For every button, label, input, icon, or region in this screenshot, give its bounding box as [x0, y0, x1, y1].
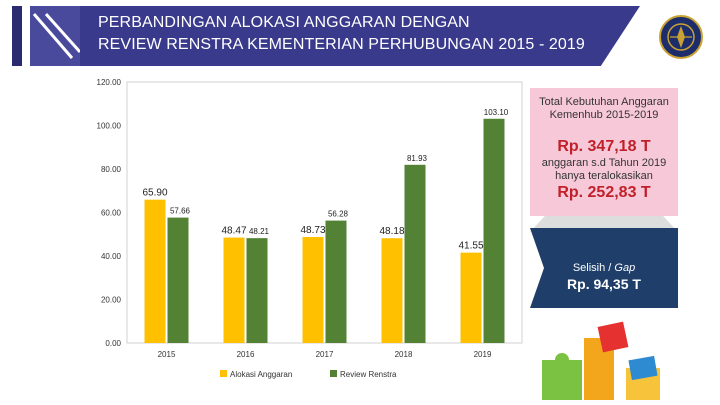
y-tick-label: 80.00	[101, 165, 122, 174]
gap-label-italic: Gap	[614, 262, 636, 274]
y-tick-label: 120.00	[97, 78, 122, 87]
data-label: 48.21	[249, 227, 270, 236]
y-tick-label: 40.00	[101, 252, 122, 261]
gap-label: Selisih / Gap	[530, 262, 678, 275]
legend: Alokasi Anggaran Review Renstra	[220, 370, 397, 379]
y-tick-label: 0.00	[105, 339, 121, 348]
y-tick-label: 100.00	[97, 122, 122, 131]
data-label: 48.73	[300, 225, 325, 236]
data-label: 41.55	[458, 241, 483, 252]
x-axis: 2015 2016 2017 2018 2019	[158, 350, 492, 359]
bar-renstra-2019	[483, 118, 505, 343]
total-budget-label: Total Kebutuhan Anggaran Kemenhub 2015-2…	[539, 96, 669, 121]
y-tick-label: 20.00	[101, 296, 122, 305]
bar-renstra-2015	[167, 217, 189, 343]
bar-alokasi-2017	[302, 237, 324, 343]
x-tick-label: 2017	[316, 350, 334, 359]
title-banner	[80, 6, 640, 66]
bar-alokasi-2016	[223, 237, 245, 343]
x-tick-label: 2018	[395, 350, 413, 359]
puzzle-illustration-icon	[542, 321, 660, 400]
legend-label: Review Renstra	[340, 370, 397, 379]
bar-alokasi-2019	[460, 252, 482, 343]
data-label: 103.10	[484, 108, 509, 117]
ministry-logo-icon	[659, 15, 703, 59]
legend-swatch	[330, 370, 337, 377]
data-label: 65.90	[142, 188, 167, 199]
x-tick-label: 2015	[158, 350, 176, 359]
allocated-value: Rp. 252,83 T	[557, 184, 651, 201]
x-tick-label: 2019	[474, 350, 492, 359]
legend-label: Alokasi Anggaran	[230, 370, 292, 379]
total-budget-panel	[530, 88, 678, 216]
data-label: 81.93	[407, 154, 428, 163]
bar-renstra-2017	[325, 220, 347, 343]
y-tick-label: 60.00	[101, 209, 122, 218]
gap-value: Rp. 94,35 T	[567, 276, 641, 292]
data-label: 57.66	[170, 207, 191, 216]
gap-label-prefix: Selisih /	[572, 262, 615, 274]
legend-swatch	[220, 370, 227, 377]
title-line-1: PERBANDINGAN ALOKASI ANGGARAN DENGAN	[98, 14, 470, 31]
bar-alokasi-2015	[144, 199, 166, 343]
total-budget-value: Rp. 347,18 T	[557, 138, 651, 155]
data-label: 48.47	[221, 226, 246, 237]
header: PERBANDINGAN ALOKASI ANGGARAN DENGAN REV…	[0, 0, 720, 72]
page-title: PERBANDINGAN ALOKASI ANGGARAN DENGAN REV…	[98, 12, 618, 56]
bar-chart: 0.00 20.00 40.00 60.00 80.00 100.00 120.00 65.…	[97, 78, 523, 379]
data-label: 56.28	[328, 210, 349, 219]
bar-alokasi-2018	[381, 238, 403, 343]
allocated-label: anggaran s.d Tahun 2019 hanya teralokasi…	[541, 157, 667, 182]
title-line-2: REVIEW RENSTRA KEMENTERIAN PERHUBUNGAN 2…	[98, 36, 585, 53]
bar-renstra-2018	[404, 164, 426, 343]
gap-panel	[530, 228, 678, 308]
data-label: 48.18	[379, 226, 404, 237]
y-axis: 0.00 20.00 40.00 60.00 80.00 100.00 120.00	[97, 78, 523, 348]
decorative-stripes	[12, 6, 82, 66]
x-tick-label: 2016	[237, 350, 255, 359]
bar-renstra-2016	[246, 238, 268, 343]
plot-area	[126, 81, 523, 344]
